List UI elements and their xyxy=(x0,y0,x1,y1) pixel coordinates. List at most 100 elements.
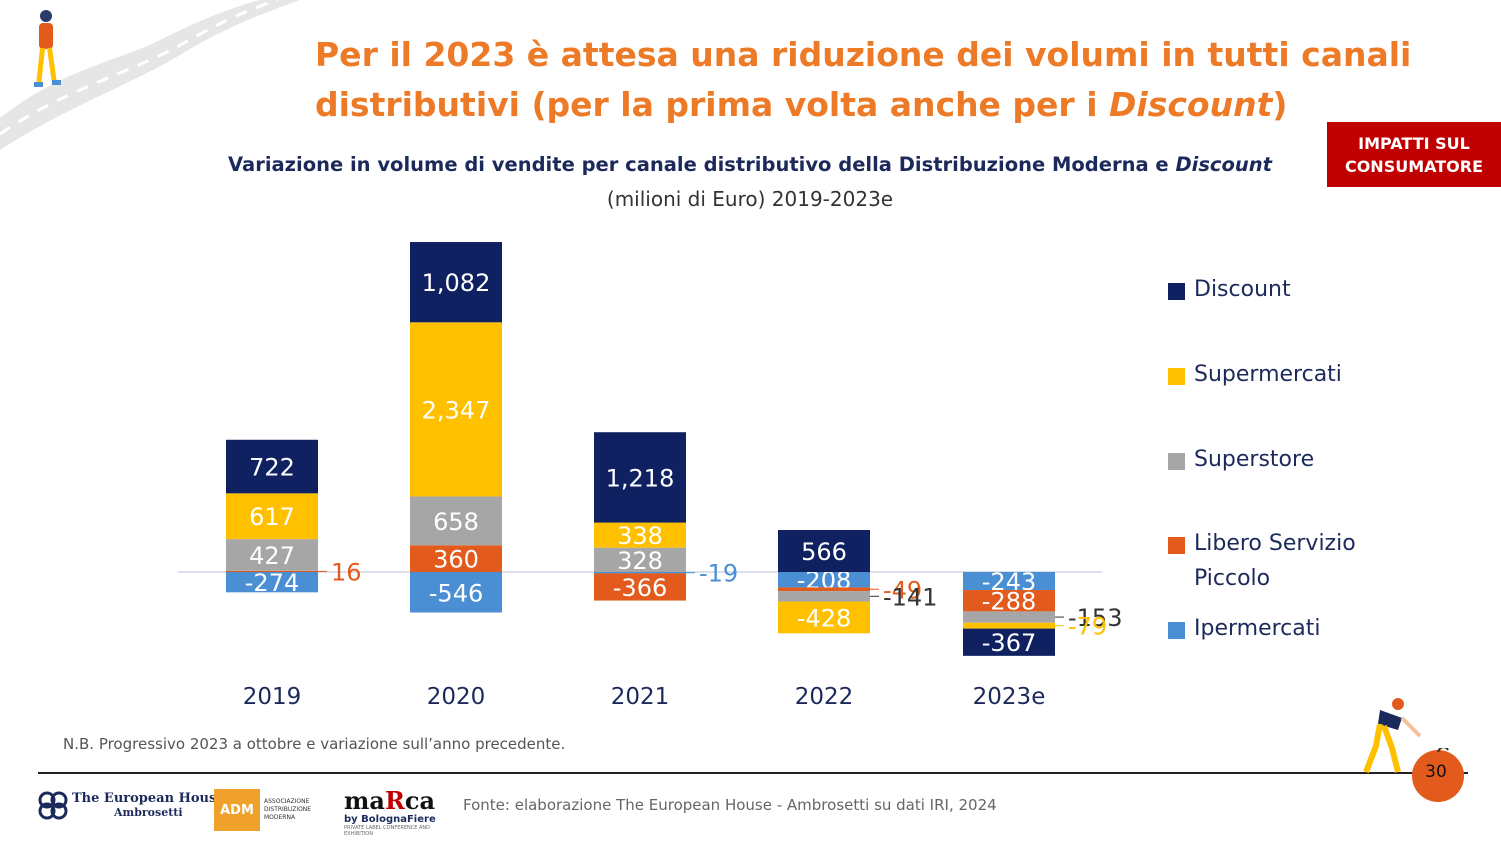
data-label-superstore-2021: 328 xyxy=(617,547,663,575)
slide-title-line2-italic: Discount xyxy=(1109,85,1273,124)
data-label-supermercati-2022: -428 xyxy=(797,604,851,632)
section-badge: IMPATTI SUL CONSUMATORE xyxy=(1327,122,1501,187)
european-house-wordmark: The European House Ambrosetti xyxy=(72,791,225,819)
data-label-superstore-2022: -141 xyxy=(883,583,937,611)
slide-title-line2-suffix: ) xyxy=(1272,85,1288,124)
bar-segment-ipermercati-2022 xyxy=(778,572,870,588)
data-label-discount-2021: 1,218 xyxy=(606,464,675,492)
running-person-icon xyxy=(1363,698,1422,774)
section-badge-line2: CONSUMATORE xyxy=(1344,157,1484,176)
legend-label-superstore: Superstore xyxy=(1194,447,1315,472)
footnote: N.B. Progressivo 2023 a ottobre e variaz… xyxy=(63,735,566,753)
walking-person-icon xyxy=(34,10,61,87)
data-label-ipermercati-2019: -274 xyxy=(245,569,299,597)
bar-segment-supermercati-2020 xyxy=(410,322,502,497)
marca-tagline: PRIVATE LABEL CONFERENCE AND EXHIBITION xyxy=(344,825,431,837)
data-label-libero-servizio-piccolo-2022: -49 xyxy=(883,576,922,604)
logo-adm: ADM ASSOCIAZIONE DISTRIBUZIONE MODERNA xyxy=(214,789,340,831)
bar-segment-discount-2019 xyxy=(226,439,318,494)
footer-divider xyxy=(38,772,1468,774)
category-label-2021: 2021 xyxy=(611,684,670,710)
bar-segment-superstore-2023e xyxy=(963,611,1055,623)
marca-sub: by BolognaFiere xyxy=(344,814,436,825)
chart-title-prefix: Variazione in volume di vendite per cana… xyxy=(228,153,1176,176)
data-label-libero-servizio-piccolo-2020: 360 xyxy=(433,546,479,574)
bar-segment-discount-2022 xyxy=(778,530,870,572)
bar-segment-superstore-2021 xyxy=(594,547,686,572)
bar-segment-supermercati-2023e xyxy=(963,622,1055,629)
data-label-discount-2023e: -367 xyxy=(982,629,1036,657)
marca-part-a: ma xyxy=(344,786,385,815)
bar-segment-superstore-2019 xyxy=(226,539,318,571)
bar-segment-supermercati-2021 xyxy=(594,522,686,548)
bar-segment-discount-2020 xyxy=(410,242,502,323)
marca-part-r: R xyxy=(384,786,405,815)
bar-segment-superstore-2022 xyxy=(778,591,870,602)
bar-segment-ipermercati-2023e xyxy=(963,572,1055,591)
bar-segment-ipermercati-2021 xyxy=(594,572,686,574)
data-label-supermercati-2020: 2,347 xyxy=(422,396,491,424)
chart-unit: (milioni di Euro) 2019-2023e xyxy=(606,187,894,211)
data-label-libero-servizio-piccolo-2023e: -288 xyxy=(982,588,1036,616)
data-label-supermercati-2021: 338 xyxy=(617,522,663,550)
bar-segment-libero-servizio-piccolo-2022 xyxy=(778,587,870,592)
legend-item-ipermercati: Ipermercati xyxy=(1168,616,1394,646)
data-label-ipermercati-2020: -546 xyxy=(429,579,483,607)
adm-mark: ADM xyxy=(214,789,260,831)
bar-segment-supermercati-2019 xyxy=(226,493,318,540)
slide-title: Per il 2023 è attesa una riduzione dei v… xyxy=(315,30,1435,130)
data-label-libero-servizio-piccolo-2021: -366 xyxy=(613,574,667,602)
source-note: Fonte: elaborazione The European House -… xyxy=(463,796,997,814)
bar-segment-discount-2021 xyxy=(594,432,686,523)
category-label-2023e: 2023e xyxy=(973,684,1046,710)
legend-swatch-libero-servizio xyxy=(1168,537,1185,554)
bar-segment-superstore-2020 xyxy=(410,496,502,546)
bar-segment-ipermercati-2019 xyxy=(226,572,318,593)
section-badge-line1: IMPATTI SUL xyxy=(1358,134,1470,153)
data-label-discount-2020: 1,082 xyxy=(422,269,491,297)
page-number-apple-icon xyxy=(1412,748,1464,802)
road-decoration xyxy=(0,0,300,150)
data-label-supermercati-2023e: -79 xyxy=(1068,613,1107,641)
data-label-superstore-2019: 427 xyxy=(249,542,295,570)
data-label-discount-2022: 566 xyxy=(801,538,847,566)
data-label-supermercati-2019: 617 xyxy=(249,503,295,531)
chart-title-italic: Discount xyxy=(1175,153,1272,176)
legend-swatch-ipermercati xyxy=(1168,622,1185,639)
legend-label-libero-servizio: Libero Servizio Piccolo xyxy=(1194,531,1356,591)
data-label-superstore-2020: 658 xyxy=(433,508,479,536)
bar-segment-libero-servizio-piccolo-2020 xyxy=(410,545,502,572)
data-label-superstore-2023e: -153 xyxy=(1068,604,1122,632)
european-house-sub: Ambrosetti xyxy=(114,806,183,819)
legend-label-ipermercati: Ipermercati xyxy=(1194,616,1321,641)
legend-label-discount: Discount xyxy=(1194,277,1291,302)
logo-european-house: The European House Ambrosetti xyxy=(38,790,225,820)
legend-swatch-discount xyxy=(1168,283,1185,300)
bar-segment-supermercati-2022 xyxy=(778,601,870,634)
chart-title: Variazione in volume di vendite per cana… xyxy=(150,153,1350,176)
bar-segment-libero-servizio-piccolo-2023e xyxy=(963,590,1055,612)
bar-segment-discount-2023e xyxy=(963,628,1055,656)
legend-item-discount: Discount xyxy=(1168,277,1394,307)
legend-item-supermercati: Supermercati xyxy=(1168,362,1394,392)
european-house-mark-icon xyxy=(38,791,68,820)
category-label-2022: 2022 xyxy=(795,684,854,710)
category-label-2019: 2019 xyxy=(243,684,302,710)
adm-wordmark: ASSOCIAZIONE DISTRIBUZIONE MODERNA xyxy=(264,798,312,821)
marca-part-b: ca xyxy=(404,786,436,815)
legend-label-supermercati: Supermercati xyxy=(1194,362,1342,387)
slide-title-line2-prefix: distributivi (per la prima volta anche p… xyxy=(315,85,1109,124)
legend-swatch-superstore xyxy=(1168,453,1185,470)
bar-segment-ipermercati-2020 xyxy=(410,572,502,613)
european-house-name: The European House xyxy=(72,791,225,806)
legend-item-libero-servizio: Libero Servizio Piccolo xyxy=(1168,531,1394,596)
legend-item-superstore: Superstore xyxy=(1168,447,1394,477)
bar-segment-libero-servizio-piccolo-2021 xyxy=(594,573,686,601)
category-label-2020: 2020 xyxy=(427,684,486,710)
data-label-discount-2019: 722 xyxy=(249,454,295,482)
data-label-libero-servizio-piccolo-2019: 16 xyxy=(331,558,362,586)
marca-wordmark: maRca xyxy=(344,788,454,814)
page-number: 30 xyxy=(1425,762,1447,782)
bar-segment-libero-servizio-piccolo-2019 xyxy=(226,570,318,572)
